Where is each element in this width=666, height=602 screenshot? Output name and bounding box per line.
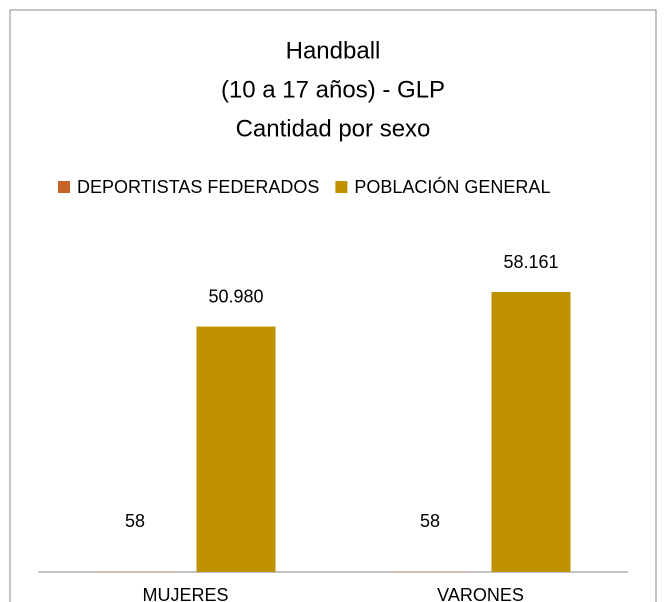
legend-swatch — [335, 181, 348, 193]
chart-title: (10 a 17 años) - GLP — [221, 76, 445, 103]
data-label: 50.980 — [208, 286, 263, 306]
data-label: 58 — [420, 511, 440, 531]
data-label: 58 — [125, 511, 145, 531]
data-label: 58.161 — [503, 252, 558, 272]
bar — [491, 292, 571, 572]
legend-label: DEPORTISTAS FEDERADOS — [77, 177, 319, 197]
legend-swatch — [58, 181, 70, 193]
x-tick-label: MUJERES — [142, 585, 228, 602]
bar — [196, 326, 276, 572]
chart-title: Handball — [286, 37, 381, 64]
chart-title: Cantidad por sexo — [236, 115, 431, 142]
legend-label: POBLACIÓN GENERAL — [354, 176, 550, 197]
x-tick-label: VARONES — [437, 585, 524, 602]
